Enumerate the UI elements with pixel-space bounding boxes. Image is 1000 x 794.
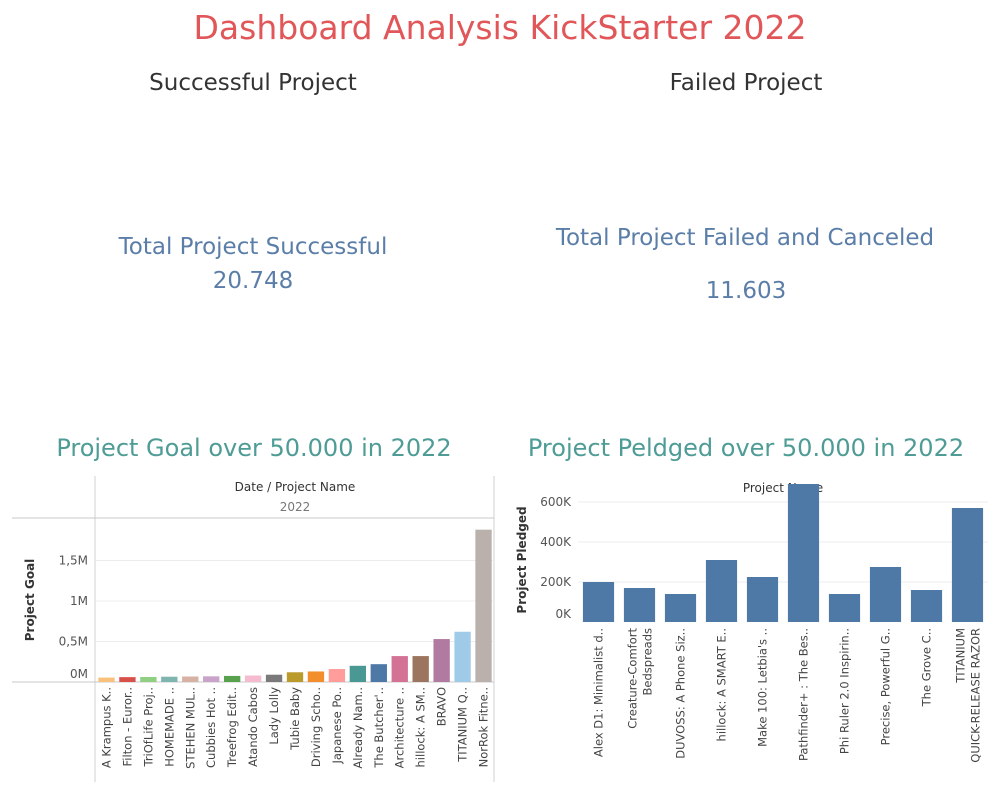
pledged-chart-title: Project Peldged over 50.000 in 2022: [527, 434, 965, 462]
pledged-bar: [869, 567, 902, 622]
pledged-y-ticks: 0K 200K 400K 600K: [540, 495, 572, 621]
goal-category-label: Tubie Baby: [288, 687, 302, 751]
pledged-y-tick-label: 600K: [540, 495, 572, 509]
goal-bar: [412, 656, 429, 682]
pledged-category-label: hillock: A SMART E..: [715, 628, 729, 741]
goal-bar: [119, 677, 136, 682]
pledged-category-label: Phi Ruler 2.0 Inspirin..: [838, 628, 852, 754]
pledged-y-axis-title: Project Pledged: [515, 506, 529, 613]
goal-category-label: Already Nam..: [351, 687, 365, 769]
pledged-bar: [828, 594, 861, 622]
goal-gridlines: [96, 559, 494, 642]
goal-category-label: TriOfLife Proj..: [141, 687, 155, 768]
pledged-category-label: DUVOSS: A Phone Siz..: [674, 628, 688, 759]
pledged-category-label: Make 100: Letbia's ..: [756, 628, 770, 747]
goal-bar: [140, 676, 157, 682]
goal-y-tick-label: 0M: [70, 667, 88, 681]
goal-category-label: Japanese Po..: [330, 687, 344, 765]
pledged-category-label: TITANIUMQUICK-RELEASE RAZOR: [954, 628, 983, 763]
pledged-bar: [623, 588, 656, 622]
goal-category-label: STEHEN MUL..: [183, 687, 197, 769]
goal-bar: [370, 664, 387, 682]
pledged-chart: Project Name Project Pledged 0K200K400K6…: [515, 481, 988, 763]
goal-category-label: Treefrog Edit..: [225, 687, 239, 768]
goal-bar: [161, 676, 178, 682]
pledged-bar: [910, 590, 943, 622]
pledged-bar: [951, 508, 984, 622]
goal-category-label: Filton - Euror..: [120, 687, 134, 767]
goal-y-axis-title: Project Goal: [23, 559, 37, 642]
pledged-bar: [746, 577, 779, 622]
goal-category-label: Cubbies Hot ..: [204, 687, 218, 768]
goal-category-label: NorRok Fitne..: [477, 687, 491, 767]
pledged-category-label: The Grove C..: [920, 628, 934, 707]
successful-project-title: Successful Project: [149, 70, 357, 96]
total-failed-label: Total Project Failed and Canceled: [555, 225, 935, 251]
goal-category-labels: A Krampus K.. Filton - Euror.. TriOfLife P…: [99, 687, 490, 769]
goal-category-label: HOMEMADE ..: [162, 687, 176, 767]
goal-bar: [391, 656, 408, 682]
goal-category-label: Lady Lolly: [267, 687, 281, 745]
pledged-bar: [787, 484, 820, 622]
goal-category-label: BRAVO: [435, 687, 449, 726]
goal-bar: [328, 669, 346, 682]
goal-chart-title: Project Goal over 50.000 in 2022: [56, 434, 452, 462]
pledged-bar: [705, 560, 738, 622]
pledged-category-label: Creature-ComfortBedspreads: [626, 628, 655, 729]
goal-category-label: The Butcher'..: [372, 687, 386, 769]
goal-category-label: Driving Scho..: [309, 687, 323, 767]
goal-bar: [182, 676, 199, 682]
goal-category-label: Architecture ..: [393, 687, 407, 768]
goal-bar: [265, 674, 283, 682]
goal-category-label: A Krampus K..: [99, 687, 113, 768]
goal-bar: [223, 675, 241, 682]
goal-bar: [433, 639, 450, 682]
pledged-category-label: Pathfinder+ : The Bes..: [797, 628, 811, 761]
pledged-category-label: Alex D1: Minimalist d..: [592, 628, 606, 757]
goal-y-tick-label: 1M: [70, 594, 88, 608]
pledged-y-tick-label: 400K: [540, 535, 572, 549]
goal-bar: [307, 671, 325, 682]
goal-bar: [349, 665, 367, 682]
pledged-bars: [582, 484, 984, 622]
goal-bar: [203, 676, 220, 682]
pledged-bar: [582, 582, 615, 622]
goal-chart-header: Date / Project Name: [235, 480, 356, 494]
goal-bar: [454, 631, 471, 682]
goal-y-tick-label: 0,5M: [59, 634, 88, 648]
goal-bar: [244, 675, 262, 682]
pledged-y-tick-label: 200K: [540, 575, 572, 589]
goal-category-label: Atando Cabos: [246, 687, 260, 767]
goal-chart-subheader: 2022: [280, 500, 311, 514]
pledged-y-tick-label: 0K: [555, 607, 572, 621]
pledged-category-label: Precise, Powerful G..: [879, 628, 893, 745]
dashboard-title: Dashboard Analysis KickStarter 2022: [193, 8, 807, 47]
goal-category-label: hillock: A SM..: [414, 687, 428, 767]
pledged-bar: [664, 594, 697, 622]
goal-bar: [286, 672, 304, 682]
total-successful-value: 20.748: [212, 268, 294, 294]
goal-bar: [98, 677, 115, 682]
pledged-gridlines: [578, 501, 988, 583]
goal-chart: Date / Project Name 2022 Project Goal 0M…: [12, 476, 495, 782]
goal-y-ticks: 0M 0,5M 1M 1,5M: [59, 553, 88, 681]
goal-bars: [98, 529, 492, 682]
failed-project-title: Failed Project: [669, 70, 823, 96]
total-failed-value: 11.603: [705, 278, 787, 304]
goal-category-label: TITANIUM Q..: [456, 687, 470, 763]
pledged-category-labels: Alex D1: Minimalist d.. Creature-ComfortB…: [592, 628, 983, 763]
goal-y-tick-label: 1,5M: [59, 553, 88, 567]
goal-bar: [475, 529, 492, 682]
total-successful-label: Total Project Successful: [118, 234, 388, 260]
